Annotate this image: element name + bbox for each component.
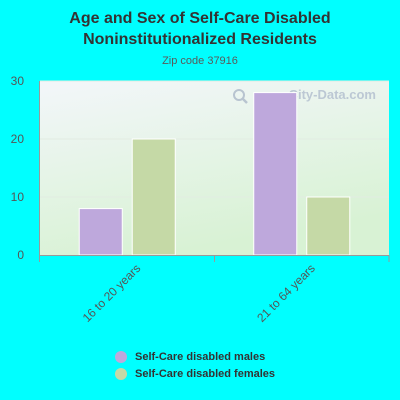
legend-swatch-females bbox=[115, 368, 127, 380]
x-tick-label: 21 to 64 years bbox=[254, 261, 318, 325]
bar-females-2 bbox=[306, 196, 351, 256]
magnifier-icon bbox=[233, 89, 248, 104]
watermark: City-Data.com bbox=[233, 87, 376, 104]
bar-females-1 bbox=[131, 138, 176, 256]
y-tick-label: 20 bbox=[11, 132, 25, 146]
chart-subtitle: Zip code 37916 bbox=[162, 55, 238, 67]
y-tick-label: 10 bbox=[11, 190, 25, 204]
legend-item-males: Self-Care disabled males bbox=[115, 349, 275, 365]
y-tick-label: 30 bbox=[11, 74, 25, 88]
legend-swatch-males bbox=[115, 351, 127, 363]
bars bbox=[78, 92, 351, 256]
chart-title-line2: Noninstitutionalized Residents bbox=[83, 31, 317, 48]
watermark-text: City-Data.com bbox=[289, 87, 376, 102]
chart-title-line1: Age and Sex of Self-Care Disabled bbox=[69, 10, 331, 27]
legend-item-females: Self-Care disabled females bbox=[115, 366, 275, 382]
x-tick-label: 16 to 20 years bbox=[80, 261, 144, 325]
bar-males-1 bbox=[78, 208, 123, 256]
legend-label-females: Self-Care disabled females bbox=[135, 368, 276, 380]
legend: Self-Care disabled males Self-Care disab… bbox=[115, 349, 275, 383]
legend-label-males: Self-Care disabled males bbox=[135, 351, 266, 363]
bar-males-2 bbox=[253, 92, 298, 256]
y-tick-label: 0 bbox=[17, 248, 24, 262]
chart-title: Age and Sex of Self-Care Disabled Nonins… bbox=[0, 8, 400, 50]
